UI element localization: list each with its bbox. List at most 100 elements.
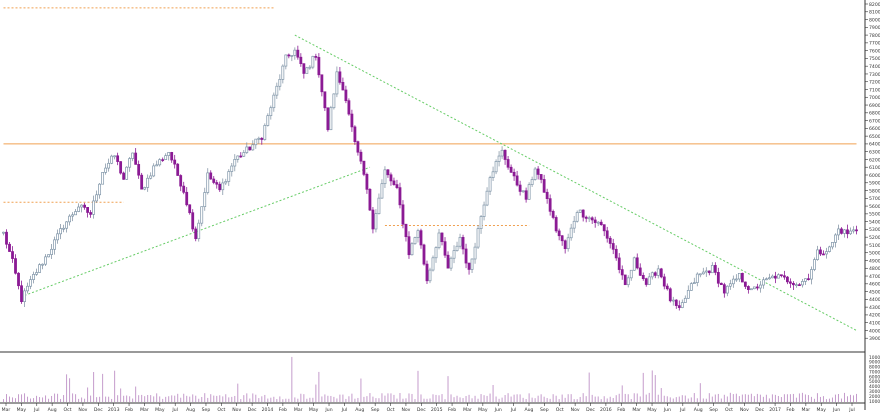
- candle-up: [497, 155, 501, 162]
- candle-up: [224, 181, 228, 184]
- x-tick-label: 2015: [431, 407, 443, 413]
- volume-bar: [855, 393, 857, 402]
- candle-up: [200, 206, 204, 224]
- volume-bar: [558, 399, 560, 402]
- volume-bar: [36, 395, 38, 402]
- candle-up: [230, 165, 234, 172]
- candle-up: [32, 274, 35, 280]
- volume-bar: [630, 399, 632, 402]
- volume-bar: [792, 393, 794, 402]
- y-tick-label: 5000: [869, 251, 880, 257]
- volume-bar: [843, 392, 845, 402]
- volume-bar: [318, 371, 320, 402]
- candle-up: [656, 268, 660, 276]
- candle-down: [611, 243, 615, 250]
- candle-down: [602, 224, 606, 232]
- volume-bar: [624, 393, 626, 402]
- candle-up: [281, 65, 285, 80]
- candle-up: [843, 229, 846, 234]
- candle-up: [203, 192, 207, 208]
- volume-bar: [426, 398, 428, 402]
- x-tick-label: Mar: [140, 407, 149, 413]
- x-tick-label: Oct: [725, 407, 733, 413]
- candle-down: [14, 258, 17, 274]
- y-tick-label: 7200: [869, 80, 880, 86]
- candle-down: [674, 299, 678, 306]
- volume-bar: [657, 394, 659, 402]
- candle-down: [326, 107, 330, 131]
- candle-up: [293, 49, 297, 56]
- volume-tick-label: 2000: [869, 394, 880, 400]
- volume-bar: [219, 395, 221, 402]
- volume-bar: [147, 394, 149, 402]
- volume-bar: [183, 393, 185, 402]
- volume-bar: [600, 399, 602, 402]
- volume-bar: [801, 392, 803, 402]
- volume-bar: [777, 395, 779, 402]
- volume-bar: [720, 398, 722, 402]
- candle-up: [587, 217, 591, 220]
- volume-bar: [417, 370, 419, 402]
- x-tick-label: Oct: [217, 407, 225, 413]
- volume-bar: [390, 393, 392, 402]
- candle-up: [233, 159, 237, 167]
- volume-bar: [651, 370, 653, 402]
- volume-bar: [408, 393, 410, 402]
- y-tick-label: 7900: [869, 25, 880, 31]
- x-tick-label: Jun: [494, 407, 502, 413]
- candle-up: [41, 263, 44, 266]
- y-tick-label: 6500: [869, 134, 880, 140]
- x-tick-label: Dec: [586, 407, 595, 413]
- x-tick-label: Mar: [802, 407, 811, 413]
- volume-bar: [831, 397, 833, 402]
- candle-up: [53, 239, 56, 250]
- volume-bar: [39, 397, 41, 402]
- volume-bar: [675, 397, 677, 402]
- candle-up: [458, 236, 462, 247]
- volume-bar: [123, 395, 125, 402]
- candle-down: [644, 278, 648, 285]
- candle-up: [197, 222, 201, 240]
- candle-up: [74, 211, 77, 216]
- candle-up: [770, 275, 774, 279]
- volume-bar: [354, 398, 356, 402]
- candle-up: [521, 190, 525, 193]
- candle-up: [494, 161, 498, 173]
- volume-bar: [492, 385, 494, 402]
- candle-down: [89, 212, 93, 215]
- volume-bar: [465, 396, 467, 402]
- volume-bar: [102, 373, 104, 402]
- volume-bar: [414, 399, 416, 402]
- candle-down: [389, 174, 393, 182]
- volume-bar: [279, 396, 281, 402]
- candle-up: [813, 259, 816, 270]
- volume-bar: [108, 396, 110, 402]
- x-tick-label: Dec: [755, 407, 764, 413]
- candle-up: [527, 184, 531, 200]
- candle-up: [128, 158, 132, 168]
- x-tick-label: Dec: [417, 407, 426, 413]
- candle-down: [638, 267, 642, 276]
- candle-up: [801, 281, 804, 286]
- volume-bar: [528, 393, 530, 402]
- x-tick-label: Feb: [617, 407, 625, 413]
- volume-bar: [357, 397, 359, 402]
- volume-bar: [402, 398, 404, 402]
- volume-bar: [264, 394, 266, 402]
- volume-bar: [96, 397, 98, 402]
- volume-bar: [27, 396, 29, 402]
- volume-bar: [270, 397, 272, 402]
- volume-tick-label: 7000: [869, 369, 880, 375]
- y-tick-label: 6700: [869, 118, 880, 124]
- candle-up: [23, 290, 26, 303]
- y-tick-label: 7700: [869, 41, 880, 47]
- y-tick-label: 4300: [869, 305, 880, 311]
- volume-bar: [849, 394, 851, 402]
- candle-down: [341, 82, 345, 91]
- candle-down: [581, 209, 585, 218]
- volume-bar: [306, 398, 308, 402]
- volume-bar: [420, 394, 422, 402]
- candle-up: [695, 273, 699, 283]
- volume-bar: [246, 393, 248, 402]
- candle-up: [2, 231, 5, 234]
